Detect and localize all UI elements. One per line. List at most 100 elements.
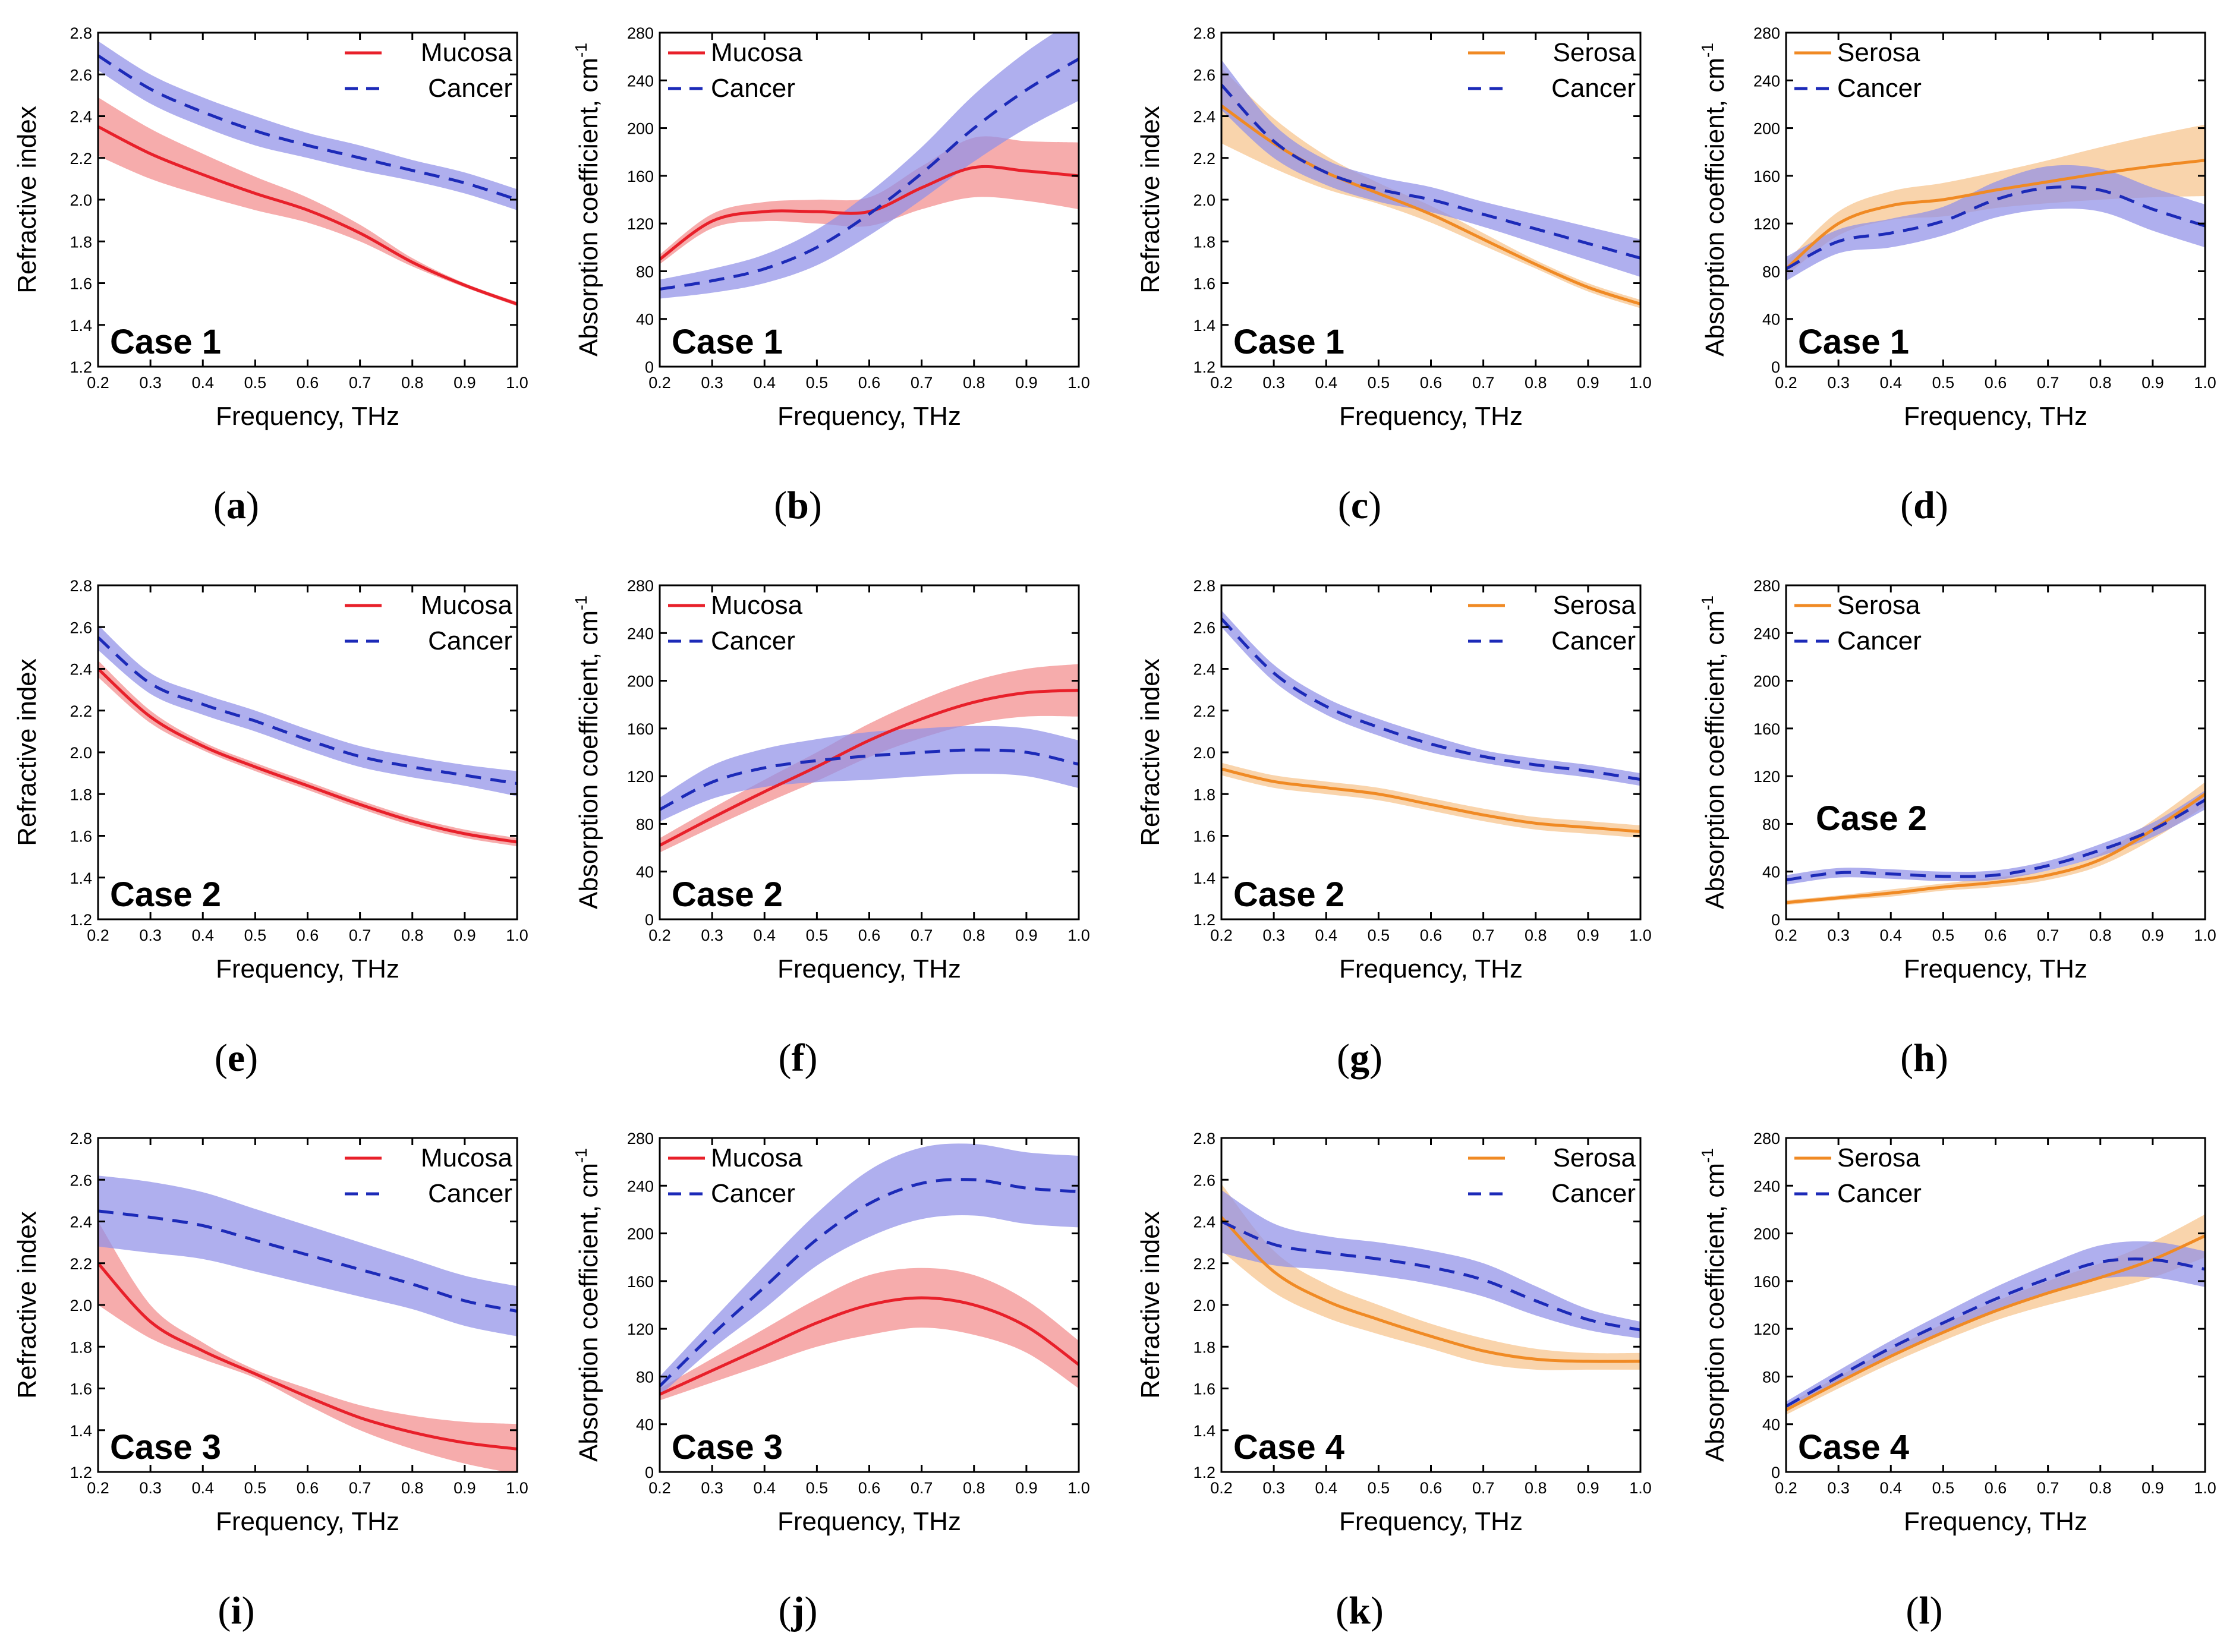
x-tick-label: 0.3 xyxy=(701,374,723,392)
x-tick-label: 0.9 xyxy=(454,374,476,392)
y-axis-label-text: Absorption coefficient, cm xyxy=(574,1163,603,1462)
caption-letter: f xyxy=(792,1036,805,1080)
y-tick-label: 2.4 xyxy=(1193,1213,1215,1231)
legend-label-cancer: Cancer xyxy=(1551,1179,1636,1208)
x-tick-label: 1.0 xyxy=(2194,1479,2216,1497)
x-tick-label: 0.6 xyxy=(1985,1479,2007,1497)
x-tick-label: 0.5 xyxy=(806,1479,829,1497)
y-tick-label: 1.6 xyxy=(1193,1380,1215,1398)
x-tick-label: 0.8 xyxy=(963,926,985,944)
y-axis-label-text: Absorption coefficient, cm xyxy=(1700,58,1730,357)
y-tick-label: 1.8 xyxy=(1193,786,1215,803)
case-label: Case 2 xyxy=(110,875,221,914)
panel-e: 0.2 0.3 0.4 0.5 0.6 0.7 0.8 0.9 1.0 1.2 1.4 1.6 1.8 2… xyxy=(12,577,528,1080)
caption-letter: e xyxy=(228,1036,245,1080)
y-tick-label: 2.2 xyxy=(1193,1255,1215,1273)
legend: Mucosa Cancer xyxy=(345,1143,513,1208)
y-tick-label: 40 xyxy=(636,311,654,329)
confidence-band-cancer xyxy=(1786,790,2205,885)
case-label: Case 4 xyxy=(1798,1428,1909,1467)
caption-letter: k xyxy=(1349,1589,1371,1632)
confidence-band-cancer xyxy=(98,41,517,210)
series-line-cancer xyxy=(98,54,517,201)
caption-open-paren: ( xyxy=(213,484,226,527)
legend: Mucosa Cancer xyxy=(668,591,803,655)
x-tick-label: 0.4 xyxy=(1315,926,1337,944)
y-axis-label-superscript: -1 xyxy=(572,1148,590,1163)
x-axis-label: Frequency, THz xyxy=(1339,402,1523,431)
x-tick-label: 0.2 xyxy=(1775,1479,1797,1497)
y-axis-label: Absorption coefficient, cm-1 xyxy=(1698,595,1730,909)
plot-area xyxy=(1786,782,2205,905)
x-tick-label: 0.2 xyxy=(1210,374,1233,392)
series-line-serosa xyxy=(1786,159,2205,270)
series-line-serosa xyxy=(1221,1216,1640,1363)
series-line-mucosa xyxy=(660,165,1079,261)
y-tick-label: 1.2 xyxy=(1193,358,1215,376)
panel-caption: (a) xyxy=(213,484,259,527)
caption-open-paren: ( xyxy=(1900,484,1913,527)
y-tick-label: 40 xyxy=(1762,1416,1780,1434)
x-tick-label: 0.9 xyxy=(1015,926,1038,944)
x-tick-label: 0.5 xyxy=(1932,1479,1955,1497)
legend-label-cancer: Cancer xyxy=(1837,626,1922,655)
x-tick-label: 0.4 xyxy=(191,926,214,944)
y-tick-label: 1.6 xyxy=(70,828,92,846)
confidence-band-cancer xyxy=(660,1143,1079,1396)
x-tick-label: 0.5 xyxy=(244,926,267,944)
x-tick-label: 0.2 xyxy=(87,374,109,392)
x-tick-label: 0.6 xyxy=(1985,926,2007,944)
y-tick-label: 2.4 xyxy=(70,108,92,126)
legend-label-mucosa: Mucosa xyxy=(421,38,513,67)
y-tick-label: 200 xyxy=(627,1225,654,1243)
x-tick-label: 0.5 xyxy=(244,1479,267,1497)
x-tick-label: 0.7 xyxy=(1472,926,1495,944)
panel-b: 0.2 0.3 0.4 0.5 0.6 0.7 0.8 0.9 1.0 0 40 80 120 160 20… xyxy=(572,24,1090,527)
y-tick-label: 0 xyxy=(645,1464,654,1481)
caption-open-paren: ( xyxy=(1336,1589,1349,1632)
confidence-band-mucosa xyxy=(98,1221,517,1472)
panel-caption: (i) xyxy=(218,1589,254,1632)
y-tick-label: 160 xyxy=(627,1273,654,1291)
plot-area xyxy=(660,664,1079,853)
panel-caption: (h) xyxy=(1900,1036,1948,1080)
y-tick-label: 2.6 xyxy=(1193,1171,1215,1189)
confidence-band-cancer xyxy=(1221,1190,1640,1339)
legend: Serosa Cancer xyxy=(1468,38,1636,103)
x-tick-label: 0.2 xyxy=(648,1479,671,1497)
x-tick-label: 0.2 xyxy=(1775,926,1797,944)
x-tick-label: 0.8 xyxy=(963,1479,985,1497)
y-tick-label: 2.0 xyxy=(70,1297,92,1314)
x-tick-label: 0.3 xyxy=(139,374,162,392)
x-tick-label: 0.8 xyxy=(401,926,424,944)
legend: Serosa Cancer xyxy=(1468,591,1636,655)
y-axis-label-superscript: -1 xyxy=(1698,1148,1717,1163)
y-tick-label: 2.6 xyxy=(1193,619,1215,636)
y-tick-label: 0 xyxy=(1771,358,1780,376)
legend: Mucosa Cancer xyxy=(345,38,513,103)
x-tick-label: 0.8 xyxy=(401,1479,424,1497)
y-tick-label: 120 xyxy=(1753,768,1780,786)
y-tick-label: 2.0 xyxy=(70,744,92,762)
y-tick-label: 200 xyxy=(1753,120,1780,138)
series-line-mucosa xyxy=(660,1296,1079,1396)
legend-label-cancer: Cancer xyxy=(711,626,795,655)
y-tick-label: 1.4 xyxy=(1193,1422,1215,1440)
plot-area xyxy=(660,33,1079,299)
x-tick-label: 0.3 xyxy=(139,1479,162,1497)
x-axis-label: Frequency, THz xyxy=(777,1507,961,1536)
panel-j: 0.2 0.3 0.4 0.5 0.6 0.7 0.8 0.9 1.0 0 40 80 120 160 20… xyxy=(572,1130,1090,1632)
x-tick-label: 0.4 xyxy=(191,1479,214,1497)
confidence-band-serosa xyxy=(1221,1184,1640,1370)
x-tick-label: 0.3 xyxy=(139,926,162,944)
y-axis-label: Refractive index xyxy=(12,658,42,846)
y-axis-label: Refractive index xyxy=(1136,106,1165,293)
legend: Serosa Cancer xyxy=(1468,1143,1636,1208)
x-tick-label: 0.3 xyxy=(701,926,723,944)
caption-close-paren: ) xyxy=(1935,1036,1948,1080)
y-axis-label-text: Refractive index xyxy=(1136,1211,1165,1398)
y-tick-label: 120 xyxy=(1753,1320,1780,1338)
y-axis-label-text: Absorption coefficient, cm xyxy=(574,610,603,909)
x-tick-label: 0.2 xyxy=(648,374,671,392)
x-tick-label: 0.6 xyxy=(858,926,881,944)
